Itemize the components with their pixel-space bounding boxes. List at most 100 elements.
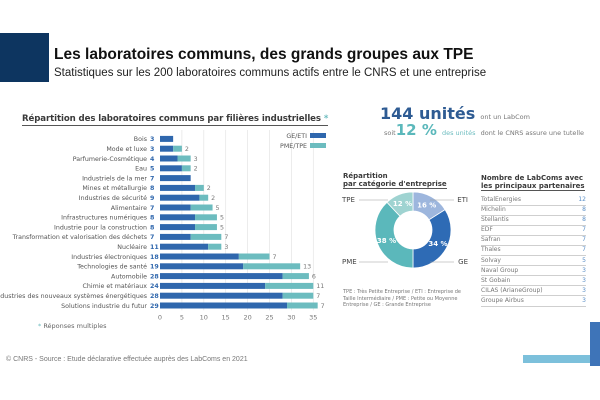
partner-row: EDF 7	[481, 226, 586, 236]
x-tick-label: 30	[287, 313, 295, 321]
title-asterisk: *	[323, 114, 329, 124]
donut-title-line2: par catégorie d'entreprise	[343, 180, 447, 188]
category-label: Parfumerie-Cosmétique	[73, 155, 147, 163]
pme-tpe-value-label: 2	[211, 195, 215, 202]
pct-text: dont le CNRS assure une tutelle	[480, 129, 585, 137]
partner-name: EDF	[481, 226, 493, 234]
partner-count: 12	[578, 196, 586, 203]
bar-ge-eti	[160, 194, 200, 201]
partner-row: Thales 7	[481, 246, 586, 257]
footnote: * Réponses multiples	[38, 322, 107, 330]
donut-category-label: GE	[458, 258, 468, 266]
category-label: Industries électroniques	[71, 253, 147, 261]
bar-ge-eti	[160, 184, 196, 191]
category-label: Chimie et matériaux	[83, 282, 148, 290]
x-tick-label: 10	[200, 313, 208, 321]
pme-tpe-value-label: 2	[207, 185, 211, 192]
partner-name: Groupe Airbus	[481, 296, 524, 304]
ge-eti-value-label: 29	[150, 303, 159, 310]
pme-tpe-value-label: 7	[316, 293, 320, 300]
ge-eti-value-label: 8	[150, 185, 154, 192]
category-label: Mode et luxe	[106, 146, 147, 153]
bar-ge-eti	[160, 233, 191, 240]
donut-value-label: 12 %	[393, 200, 412, 208]
bar-ge-eti	[160, 204, 191, 211]
donut-slice-pme	[374, 201, 414, 269]
bar-pme-tpe	[195, 224, 217, 231]
pme-tpe-value-label: 7	[321, 303, 325, 310]
partner-row: Safran 7	[481, 236, 586, 246]
bar-ge-eti	[160, 243, 209, 250]
x-tick-label: 35	[309, 313, 317, 321]
pme-tpe-value-label: 7	[224, 234, 228, 241]
partner-name: St Gobain	[481, 276, 511, 284]
partner-count: 7	[582, 236, 586, 244]
partner-name: TotalEnergies	[481, 196, 521, 203]
bar-ge-eti	[160, 273, 283, 280]
ge-eti-value-label: 8	[150, 224, 154, 231]
ge-eti-value-label: 7	[150, 234, 154, 241]
donut-chart: 16 % 34 % 38 % 12 % ETI GE PME TPE	[341, 191, 468, 269]
bar-ge-eti	[160, 135, 174, 142]
partner-name: Solvay	[481, 256, 501, 264]
bar-pme-tpe	[243, 263, 301, 270]
partner-row: Solvay 5	[481, 257, 586, 267]
category-label: Industries de sécurité	[79, 194, 147, 202]
ge-eti-value-label: 18	[150, 254, 159, 261]
x-tick-label: 15	[222, 313, 230, 321]
ge-eti-value-label: 9	[150, 195, 154, 202]
category-label: Industrie pour la construction	[54, 224, 147, 231]
bar-ge-eti	[160, 214, 196, 221]
legend-swatch-ge-eti	[310, 133, 326, 138]
bar-chart-title-text: Répartition des laboratoires communs par…	[22, 114, 321, 124]
partner-row: Groupe Airbus 3	[481, 297, 586, 307]
decorative-bar-horizontal	[523, 355, 591, 363]
donut-category-label: TPE	[341, 196, 355, 204]
bar-ge-eti	[160, 292, 283, 299]
pme-tpe-value-label: 5	[220, 224, 224, 231]
pct-teal-text: des unités	[441, 129, 476, 137]
footnote-asterisk: *	[38, 322, 42, 330]
partner-row: Stellantis 8	[481, 216, 586, 226]
ge-eti-value-label: 3	[150, 146, 154, 153]
x-tick-label: 20	[243, 313, 251, 321]
partner-count: 3	[582, 276, 586, 284]
category-label: Bois	[134, 136, 147, 143]
category-label: Mines et métallurgie	[82, 184, 147, 192]
bar-pme-tpe	[173, 145, 182, 152]
category-label: Infrastructures numériques	[61, 214, 147, 222]
partner-count: 7	[582, 226, 586, 234]
pme-tpe-value-label: 11	[316, 283, 324, 290]
partner-name: Safran	[481, 236, 501, 244]
decorative-bar-vertical	[590, 322, 600, 366]
donut-category-label: PME	[342, 258, 357, 266]
x-tick-label: 25	[265, 313, 273, 321]
x-tick-label: 5	[180, 313, 184, 321]
partners-title: Nombre de LabComs avec les principaux par…	[481, 174, 585, 191]
donut-slice-ge	[412, 209, 452, 269]
partner-row: St Gobain 3	[481, 277, 586, 287]
partner-count: 8	[582, 206, 586, 214]
legend-swatch-pme-tpe	[310, 143, 326, 148]
ge-eti-value-label: 28	[150, 273, 159, 280]
pme-tpe-value-label: 5	[216, 205, 220, 212]
bar-ge-eti	[160, 302, 288, 309]
pme-tpe-value-label: 2	[194, 166, 198, 173]
pme-tpe-value-label: 6	[312, 273, 316, 280]
partner-name: Thales	[481, 246, 501, 254]
pme-tpe-value-label: 5	[220, 215, 224, 222]
category-label: Industries des nouveaux systèmes énergét…	[0, 292, 147, 300]
units-text: ont un LabCom	[480, 113, 530, 121]
bar-ge-eti	[160, 175, 191, 182]
partner-row: Naval Group 3	[481, 267, 586, 277]
category-label: Eau	[135, 166, 147, 173]
partners-title-line1: Nombre de LabComs avec	[481, 174, 584, 182]
partner-count: 5	[582, 256, 586, 264]
header-color-block	[0, 33, 49, 82]
category-label: Industriels de la mer	[82, 175, 147, 182]
partner-count: 3	[582, 286, 586, 294]
partner-name: Michelin	[481, 206, 506, 214]
ge-eti-value-label: 24	[150, 283, 159, 290]
ge-eti-value-label: 28	[150, 293, 159, 300]
